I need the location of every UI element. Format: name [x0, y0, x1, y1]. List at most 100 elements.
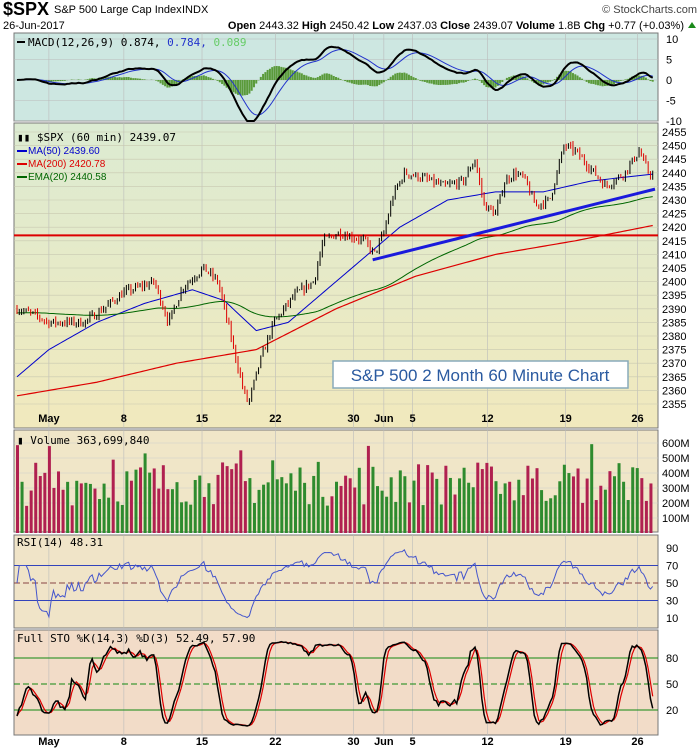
macd-histogram-bar	[296, 71, 299, 80]
macd-histogram-bar	[480, 80, 483, 83]
volume-bar	[175, 482, 179, 533]
macd-histogram-bar	[530, 80, 533, 82]
macd-histogram-bar	[309, 77, 312, 80]
macd-histogram-bar	[571, 73, 574, 80]
price-tick-label: 2360	[662, 385, 686, 397]
macd-histogram-bar	[471, 79, 474, 80]
volume-bar	[16, 445, 19, 533]
macd-histogram-bar	[86, 79, 89, 80]
macd-histogram-bar	[63, 80, 66, 81]
macd-histogram-bar	[314, 77, 317, 80]
macd-histogram-bar	[478, 80, 481, 81]
macd-histogram-bar	[111, 76, 114, 80]
macd-histogram-bar	[451, 80, 454, 85]
macd-histogram-bar	[300, 73, 303, 80]
macd-histogram-bar	[196, 76, 199, 80]
volume-bar	[107, 497, 111, 533]
volume-bar	[362, 504, 366, 533]
macd-histogram-bar	[432, 80, 435, 85]
macd-legend-swatch	[17, 41, 25, 43]
volume-bar	[567, 473, 571, 533]
macd-histogram-bar	[594, 80, 597, 85]
macd-histogram-bar	[473, 78, 476, 80]
volume-bar	[280, 477, 284, 533]
macd-histogram-bar	[546, 80, 549, 83]
volume-bar	[266, 482, 270, 533]
macd-histogram-bar	[141, 79, 144, 80]
macd-histogram-bar	[396, 72, 399, 80]
macd-histogram-bar	[537, 80, 540, 85]
macd-histogram-bar	[430, 80, 433, 84]
symbol-name: S&P 500 Large Cap Index	[54, 4, 182, 16]
x-tick-label: 22	[269, 413, 281, 425]
macd-histogram-bar	[460, 80, 463, 83]
macd-histogram-bar	[275, 65, 278, 80]
macd-histogram-bar	[410, 75, 413, 80]
rsi-tick-label: 70	[666, 561, 678, 573]
volume-bar	[289, 473, 293, 533]
volume-bar	[426, 465, 430, 533]
volume-bar	[47, 446, 51, 533]
macd-histogram-bar	[218, 80, 221, 83]
macd-histogram-bar	[501, 80, 504, 83]
volume-bar	[558, 481, 562, 533]
volume-bar	[161, 465, 165, 533]
macd-histogram-bar	[154, 80, 157, 81]
macd-histogram-bar	[211, 78, 214, 80]
macd-histogram-bar	[120, 77, 123, 80]
macd-histogram-bar	[376, 80, 379, 87]
macd-histogram-bar	[221, 80, 224, 84]
volume-bar	[471, 487, 475, 533]
chg-value: +0.77 (+0.03%)	[608, 20, 684, 32]
macd-histogram-bar	[175, 80, 178, 85]
volume-bar	[43, 472, 47, 533]
volume-bar	[198, 475, 202, 533]
macd-histogram-bar	[455, 80, 458, 85]
macd-histogram-bar	[426, 80, 429, 83]
low-label: Low	[372, 20, 394, 32]
x-tick-label-bottom: 5	[409, 736, 415, 748]
macd-histogram-bar	[544, 80, 547, 84]
macd-histogram-bar	[615, 80, 618, 83]
volume-bar	[202, 496, 206, 533]
sto-tick-label: 50	[666, 679, 678, 691]
macd-histogram-bar	[633, 76, 636, 80]
volume-bar	[385, 496, 389, 533]
volume-bar	[293, 490, 297, 533]
volume-bar	[540, 490, 544, 533]
rsi-tick-label: 50	[666, 578, 678, 590]
macd-histogram-bar	[540, 80, 543, 85]
ma200-line	[16, 224, 653, 397]
volume-bar	[193, 480, 197, 533]
macd-histogram-bar	[610, 80, 613, 85]
macd-histogram-bar	[617, 80, 620, 82]
volume-bar	[435, 478, 439, 533]
macd-histogram-bar	[508, 76, 511, 80]
macd-histogram-bar	[421, 80, 424, 82]
macd-histogram-bar	[248, 80, 251, 94]
sto-panel	[13, 629, 659, 736]
macd-histogram-bar	[57, 80, 60, 82]
macd-histogram-bar	[332, 76, 335, 80]
macd-legend: MACD(12,26,9) 0.874, 0.784, 0.089	[28, 36, 247, 49]
macd-histogram-bar	[412, 77, 415, 80]
macd-histogram-bar	[113, 77, 116, 80]
volume-bar	[389, 477, 393, 533]
volume-bar	[29, 490, 33, 533]
macd-histogram-bar	[143, 79, 146, 80]
macd-histogram-bar	[407, 74, 410, 80]
volume-bar	[248, 478, 252, 533]
x-tick-label: 5	[409, 413, 415, 425]
macd-histogram-bar	[360, 80, 363, 85]
symbol: $SPX	[3, 0, 49, 19]
macd-histogram-bar	[54, 80, 57, 82]
volume-bar	[88, 483, 92, 533]
volume-bar	[526, 465, 530, 533]
volume-bar	[98, 499, 102, 533]
volume-bar	[412, 480, 416, 533]
x-tick-label-bottom: 30	[347, 736, 359, 748]
macd-histogram-bar	[52, 80, 55, 82]
volume-bar	[339, 485, 343, 533]
macd-legend-part: 0.089	[213, 36, 246, 49]
